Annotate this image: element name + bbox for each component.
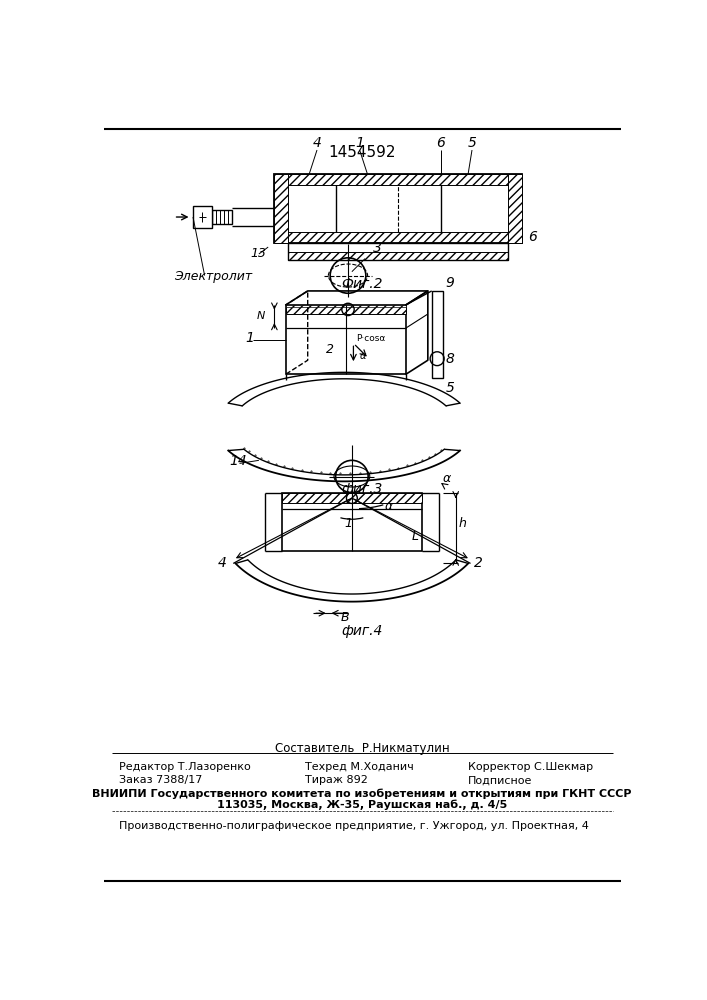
Bar <box>274 232 522 243</box>
Bar <box>288 252 508 260</box>
Text: фиг.4: фиг.4 <box>341 624 382 638</box>
Text: 4: 4 <box>218 556 227 570</box>
Text: 113035, Москва, Ж-35, Раушская наб., д. 4/5: 113035, Москва, Ж-35, Раушская наб., д. … <box>217 800 507 810</box>
Text: фиг.3: фиг.3 <box>341 482 382 496</box>
Text: 13: 13 <box>251 247 267 260</box>
Bar <box>274 174 288 243</box>
Text: 2: 2 <box>474 556 484 570</box>
Text: 1: 1 <box>355 136 364 150</box>
Bar <box>274 174 522 185</box>
Text: 4: 4 <box>312 136 322 150</box>
Text: α: α <box>360 351 366 361</box>
Text: Редактор Т.Лазоренко: Редактор Т.Лазоренко <box>119 762 251 772</box>
Text: α: α <box>443 472 451 485</box>
Text: 6: 6 <box>436 136 445 150</box>
Text: h: h <box>459 517 467 530</box>
Bar <box>288 243 508 260</box>
Text: 3: 3 <box>373 241 382 255</box>
Text: Заказ 7388/17: Заказ 7388/17 <box>119 775 203 785</box>
Text: 9: 9 <box>445 276 455 290</box>
Text: N: N <box>257 311 265 321</box>
Text: 8: 8 <box>445 352 455 366</box>
Text: Корректор С.Шекмар: Корректор С.Шекмар <box>468 762 593 772</box>
Text: Техред М.Ходанич: Техред М.Ходанич <box>305 762 414 772</box>
Text: Электролит: Электролит <box>174 270 252 283</box>
Bar <box>286 305 406 374</box>
Text: α: α <box>385 500 392 513</box>
Text: 6: 6 <box>529 230 537 244</box>
Bar <box>508 174 522 243</box>
Text: 1454592: 1454592 <box>328 145 396 160</box>
Text: L: L <box>411 530 419 543</box>
Text: Составитель  Р.Никматулин: Составитель Р.Никматулин <box>274 742 449 755</box>
Bar <box>282 493 421 551</box>
Text: 5: 5 <box>467 136 477 150</box>
Text: B: B <box>340 611 349 624</box>
Text: P·cosα: P·cosα <box>356 334 385 343</box>
Text: 1: 1 <box>246 331 255 345</box>
Text: Подписное: Подписное <box>468 775 532 785</box>
Text: 1: 1 <box>344 517 352 530</box>
Bar <box>212 210 232 224</box>
Bar <box>282 493 421 503</box>
Text: 5: 5 <box>445 381 455 395</box>
Bar <box>432 291 443 378</box>
Bar <box>286 305 406 314</box>
Bar <box>193 206 212 228</box>
Text: 14: 14 <box>230 454 247 468</box>
Text: Тираж 892: Тираж 892 <box>305 775 368 785</box>
Bar <box>286 305 406 307</box>
Text: 2: 2 <box>327 343 334 356</box>
Text: ВНИИПИ Государственного комитета по изобретениям и открытиям при ГКНТ СССР: ВНИИПИ Государственного комитета по изоб… <box>92 788 631 799</box>
Text: Производственно-полиграфическое предприятие, г. Ужгород, ул. Проектная, 4: Производственно-полиграфическое предприя… <box>119 821 589 831</box>
Bar <box>274 174 522 243</box>
Text: Фиг.2: Фиг.2 <box>341 277 382 291</box>
